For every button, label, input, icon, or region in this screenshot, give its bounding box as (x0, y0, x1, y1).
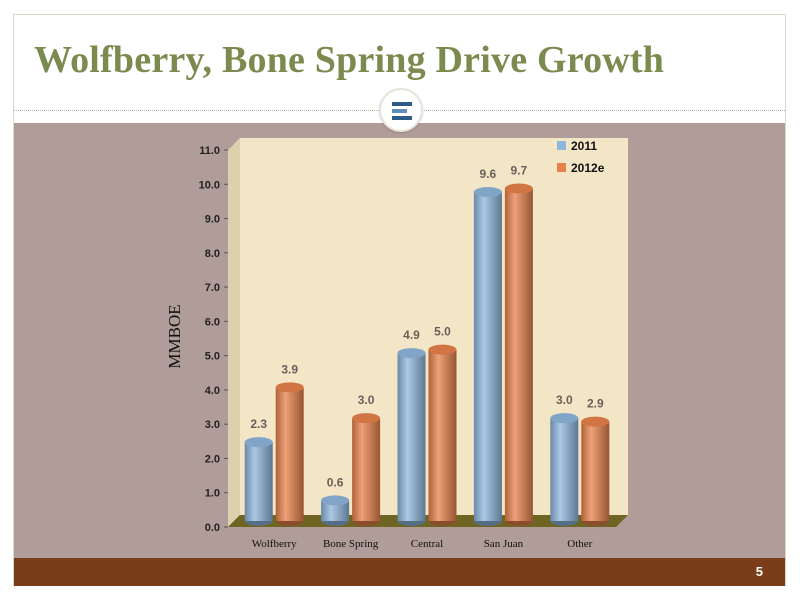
data-label: 2.9 (587, 397, 604, 411)
y-tick-label: 4.0 (205, 385, 220, 397)
y-tick-label: 5.0 (205, 351, 220, 363)
bar-2011 (321, 500, 350, 521)
y-tick-label: 9.0 (205, 214, 220, 226)
bar-2012e (352, 418, 381, 521)
bar-top-2011 (244, 437, 273, 448)
legend-label-2011: 2011 (571, 139, 597, 153)
bar-top-2011 (321, 495, 350, 506)
chart-svg: 0.0 1.0 2.0 3.0 4.0 5.0 6.0 7.0 8.0 9.0 10.0 11.0 MM… (165, 138, 628, 563)
x-tick-label: Wolfberry (252, 538, 297, 550)
data-label: 2.3 (250, 417, 267, 431)
bar-top-2012e (352, 413, 381, 424)
data-label: 5.0 (434, 325, 451, 339)
bar-2011 (397, 353, 426, 521)
data-label: 3.9 (281, 362, 298, 376)
bar-top-2012e (581, 416, 610, 427)
bar-2011 (244, 442, 273, 521)
bar-2012e (504, 188, 533, 521)
bar-2011 (550, 418, 579, 521)
bar-2012e (581, 421, 610, 521)
plot-side-wall (228, 138, 240, 527)
footer-bar: 5 (14, 558, 785, 586)
bar-top-2012e (504, 183, 533, 194)
bar-2012e (428, 349, 457, 521)
bar-top-2011 (397, 348, 426, 359)
x-tick-label: Central (411, 538, 443, 550)
bar-chart: 0.0 1.0 2.0 3.0 4.0 5.0 6.0 7.0 8.0 9.0 10.0 11.0 MM… (150, 130, 650, 563)
y-tick-label: 0.0 (205, 522, 220, 534)
y-tick-label: 1.0 (205, 488, 220, 500)
bar-2012e (275, 387, 304, 521)
legend-swatch-2012e (557, 163, 566, 172)
data-label: 4.9 (403, 328, 420, 342)
y-tick-label: 6.0 (205, 316, 220, 328)
page-number: 5 (755, 564, 763, 579)
data-label: 3.0 (556, 393, 573, 407)
y-tick-label: 10.0 (199, 179, 220, 191)
slide-title: Wolfberry, Bone Spring Drive Growth (34, 39, 665, 81)
bar-top-2012e (275, 382, 304, 393)
legend-swatch-2011 (557, 141, 566, 150)
company-logo-icon (379, 88, 423, 132)
legend-label-2012e: 2012e (571, 161, 605, 175)
x-tick-label: San Juan (484, 538, 524, 550)
bar-top-2011 (550, 413, 579, 424)
data-label: 3.0 (358, 393, 375, 407)
x-tick-label: Bone Spring (323, 538, 379, 550)
x-tick-label: Other (567, 538, 592, 550)
bar-top-2012e (428, 344, 457, 355)
y-tick-label: 7.0 (205, 282, 220, 294)
bar-2011 (473, 191, 502, 521)
data-label: 0.6 (327, 475, 344, 489)
data-label: 9.6 (480, 167, 497, 181)
data-label: 9.7 (511, 164, 528, 178)
y-tick-label: 11.0 (199, 145, 220, 157)
y-tick-label: 3.0 (205, 419, 220, 431)
y-tick-label: 2.0 (205, 453, 220, 465)
bar-top-2011 (473, 186, 502, 197)
y-tick-label: 8.0 (205, 248, 220, 260)
y-axis-label: MMBOE (165, 304, 184, 368)
